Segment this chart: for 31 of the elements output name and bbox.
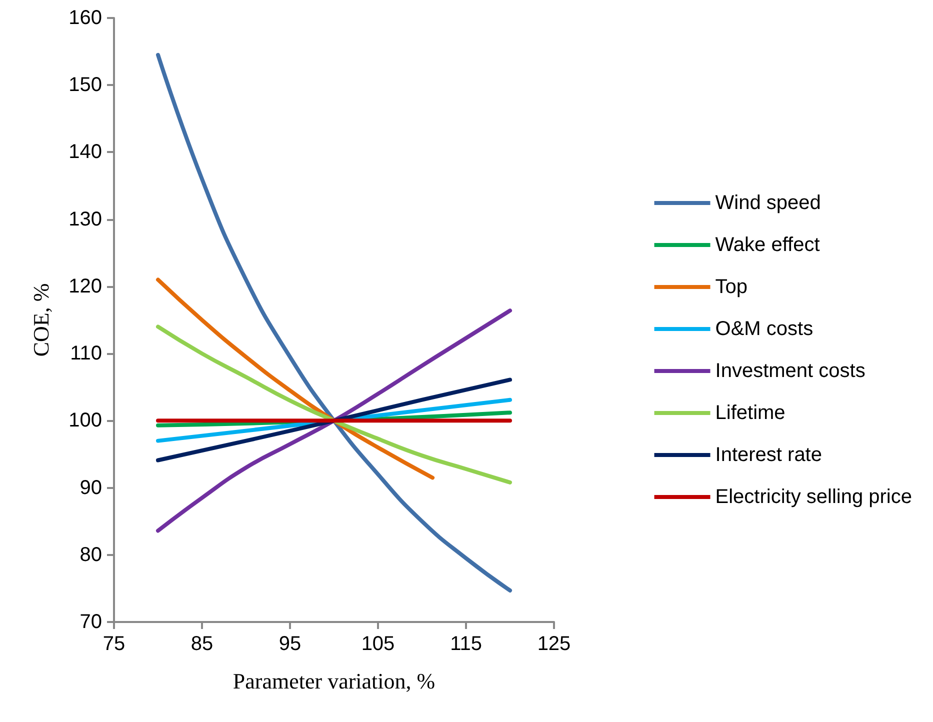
legend-label: Electricity selling price <box>715 486 912 508</box>
y-axis-title: COE, % <box>28 283 54 357</box>
legend-label: Investment costs <box>715 360 866 382</box>
x-tick-label: 85 <box>190 633 214 655</box>
x-tick-label: 105 <box>361 633 395 655</box>
y-tick-label: 120 <box>68 275 102 298</box>
y-tick-label: 90 <box>80 476 102 499</box>
legend-label: Top <box>715 276 748 298</box>
y-tick-label: 100 <box>68 410 102 432</box>
legend-label: Wind speed <box>715 192 821 214</box>
y-tick-label: 110 <box>70 342 102 365</box>
y-tick-label: 80 <box>80 544 102 566</box>
y-tick-label: 140 <box>68 141 102 164</box>
line-series <box>156 278 435 480</box>
x-axis-title: Parameter variation, % <box>232 668 436 694</box>
line-series <box>156 308 512 533</box>
line-series <box>156 52 512 592</box>
x-tick-label: 75 <box>102 633 126 655</box>
y-tick-label: 130 <box>68 208 102 230</box>
legend-label: Wake effect <box>715 234 820 256</box>
y-tick-label: 160 <box>68 7 102 29</box>
line-series <box>156 324 512 484</box>
y-tick-label: 150 <box>68 74 102 96</box>
x-tick-label: 125 <box>537 633 571 655</box>
y-tick-label: 70 <box>80 611 102 633</box>
legend-label: Interest rate <box>715 444 822 466</box>
line-series <box>156 378 512 462</box>
legend-label: O&M costs <box>715 318 814 340</box>
legend-label: Lifetime <box>715 402 786 424</box>
x-tick-label: 115 <box>450 633 482 655</box>
x-tick-label: 95 <box>278 633 302 655</box>
